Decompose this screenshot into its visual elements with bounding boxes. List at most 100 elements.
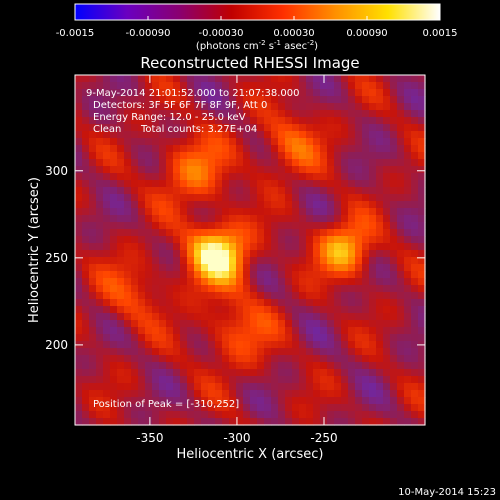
heatmap-cell xyxy=(166,236,174,244)
heatmap-cell xyxy=(103,215,111,223)
heatmap-cell xyxy=(264,369,272,377)
heatmap-cell xyxy=(320,103,328,111)
heatmap-cell xyxy=(257,278,265,286)
heatmap-cell xyxy=(376,166,384,174)
heatmap-cell xyxy=(96,173,104,181)
heatmap-cell xyxy=(201,271,209,279)
heatmap-cell xyxy=(117,418,125,426)
heatmap-cell xyxy=(390,222,398,230)
heatmap-cell xyxy=(376,201,384,209)
heatmap-cell xyxy=(355,194,363,202)
heatmap-cell xyxy=(383,145,391,153)
heatmap-cell xyxy=(397,411,405,419)
heatmap-cell xyxy=(82,82,90,90)
heatmap-cell xyxy=(285,110,293,118)
heatmap-cell xyxy=(285,124,293,132)
heatmap-cell xyxy=(124,264,132,272)
heatmap-cell xyxy=(383,208,391,216)
heatmap-cell xyxy=(285,103,293,111)
heatmap-cell xyxy=(418,418,426,426)
heatmap-cell xyxy=(376,292,384,300)
heatmap-cell xyxy=(166,369,174,377)
heatmap-cell xyxy=(215,397,223,405)
heatmap-cell xyxy=(243,187,251,195)
y-tick-label: 300 xyxy=(45,164,68,178)
heatmap-cell xyxy=(369,75,377,83)
heatmap-cell xyxy=(306,75,314,83)
heatmap-cell xyxy=(75,82,83,90)
heatmap-cell xyxy=(383,222,391,230)
heatmap-cell xyxy=(131,103,139,111)
heatmap-cell xyxy=(173,110,181,118)
heatmap-cell xyxy=(390,208,398,216)
heatmap-cell xyxy=(75,89,83,97)
heatmap-cell xyxy=(180,418,188,426)
heatmap-cell xyxy=(145,320,153,328)
heatmap-cell xyxy=(215,110,223,118)
heatmap-cell xyxy=(208,152,216,160)
heatmap-cell xyxy=(404,404,412,412)
heatmap-cell xyxy=(355,404,363,412)
heatmap-cell xyxy=(250,96,258,104)
heatmap-cell xyxy=(208,110,216,118)
heatmap-cell xyxy=(397,124,405,132)
heatmap-cell xyxy=(390,341,398,349)
heatmap-cell xyxy=(208,411,216,419)
heatmap-cell xyxy=(194,166,202,174)
heatmap-cell xyxy=(82,327,90,335)
heatmap-cell xyxy=(257,145,265,153)
heatmap-cell xyxy=(257,320,265,328)
heatmap-cell xyxy=(376,320,384,328)
heatmap-cell xyxy=(278,75,286,83)
heatmap-cell xyxy=(138,208,146,216)
heatmap-cell xyxy=(145,194,153,202)
heatmap-cell xyxy=(229,390,237,398)
heatmap-cell xyxy=(306,369,314,377)
heatmap-cell xyxy=(152,306,160,314)
heatmap-cell xyxy=(243,404,251,412)
heatmap-cell xyxy=(362,145,370,153)
heatmap-cell xyxy=(341,194,349,202)
heatmap-cell xyxy=(292,369,300,377)
heatmap-cell xyxy=(362,257,370,265)
heatmap-cell xyxy=(397,201,405,209)
heatmap-cell xyxy=(383,117,391,125)
heatmap-cell xyxy=(411,327,419,335)
heatmap-cell xyxy=(264,180,272,188)
heatmap-cell xyxy=(397,369,405,377)
heatmap-cell xyxy=(138,278,146,286)
heatmap-cell xyxy=(124,215,132,223)
heatmap-cell xyxy=(222,110,230,118)
heatmap-cell xyxy=(292,159,300,167)
heatmap-cell xyxy=(131,145,139,153)
heatmap-cell xyxy=(124,362,132,370)
heatmap-cell xyxy=(201,215,209,223)
heatmap-cell xyxy=(103,138,111,146)
heatmap-cell xyxy=(103,264,111,272)
heatmap-cell xyxy=(348,390,356,398)
heatmap-cell xyxy=(292,243,300,251)
heatmap-cell xyxy=(75,250,83,258)
heatmap-cell xyxy=(355,117,363,125)
heatmap-cell xyxy=(208,320,216,328)
heatmap-cell xyxy=(208,117,216,125)
heatmap-cell xyxy=(215,131,223,139)
heatmap-cell xyxy=(306,404,314,412)
heatmap-cell xyxy=(250,215,258,223)
heatmap-cell xyxy=(320,257,328,265)
heatmap-cell xyxy=(320,355,328,363)
heatmap-cell xyxy=(271,355,279,363)
heatmap-cell xyxy=(110,285,118,293)
heatmap-cell xyxy=(341,208,349,216)
heatmap-cell xyxy=(82,124,90,132)
heatmap-cell xyxy=(194,173,202,181)
heatmap-cell xyxy=(243,397,251,405)
heatmap-cell xyxy=(138,243,146,251)
heatmap-cell xyxy=(82,355,90,363)
colorbar-units-label: (photons cm-2 s-1 asec-2) xyxy=(196,39,318,52)
heatmap-cell xyxy=(397,327,405,335)
heatmap-cell xyxy=(411,215,419,223)
heatmap-cell xyxy=(285,404,293,412)
heatmap-cell xyxy=(257,82,265,90)
heatmap-cell xyxy=(180,313,188,321)
